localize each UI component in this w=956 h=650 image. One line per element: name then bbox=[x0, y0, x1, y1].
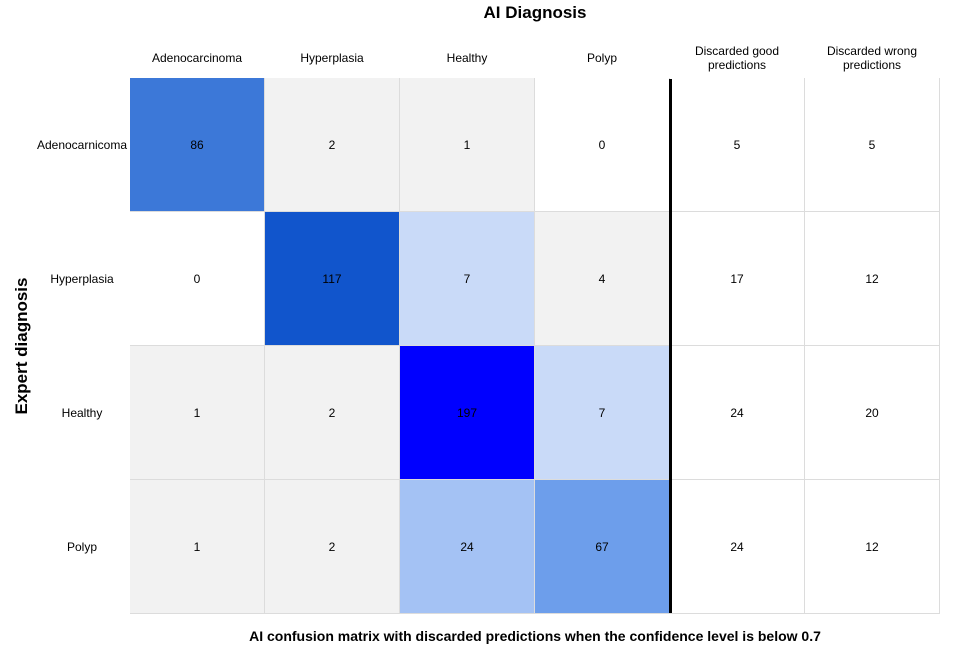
matrix-cell: 7 bbox=[535, 346, 670, 480]
matrix-cell: 1 bbox=[130, 480, 265, 614]
discarded-divider-line bbox=[669, 79, 672, 613]
row-header: Hyperplasia bbox=[50, 272, 114, 286]
matrix-cell: 5 bbox=[805, 78, 940, 212]
row-header: Polyp bbox=[66, 540, 98, 554]
matrix-cell: 2 bbox=[265, 480, 400, 614]
chart-caption: AI confusion matrix with discarded predi… bbox=[249, 628, 821, 644]
matrix-cell: 67 bbox=[535, 480, 670, 614]
matrix-cell: 0 bbox=[535, 78, 670, 212]
matrix-cell: 17 bbox=[670, 212, 805, 346]
matrix-cell: 24 bbox=[400, 480, 535, 614]
matrix-cell: 20 bbox=[805, 346, 940, 480]
matrix-cell: 7 bbox=[400, 212, 535, 346]
matrix-cell: 2 bbox=[265, 78, 400, 212]
matrix-cell: 0 bbox=[130, 212, 265, 346]
column-header: Discarded good predictions bbox=[694, 44, 780, 72]
row-header: Healthy bbox=[61, 406, 103, 420]
matrix-cell: 1 bbox=[130, 346, 265, 480]
confusion-matrix-grid: 86 2 1 0 5 5 0 117 7 4 17 12 1 2 197 7 24 20 1 2 24 67 24 12 bbox=[130, 78, 940, 614]
matrix-cell: 117 bbox=[265, 212, 400, 346]
matrix-cell: 24 bbox=[670, 480, 805, 614]
matrix-cell: 5 bbox=[670, 78, 805, 212]
column-header: Hyperplasia bbox=[300, 51, 364, 65]
matrix-cell: 1 bbox=[400, 78, 535, 212]
column-header: Adenocarcinoma bbox=[151, 51, 243, 65]
matrix-cell: 24 bbox=[670, 346, 805, 480]
matrix-cell: 2 bbox=[265, 346, 400, 480]
matrix-cell: 12 bbox=[805, 212, 940, 346]
column-header: Healthy bbox=[446, 51, 488, 65]
matrix-cell: 86 bbox=[130, 78, 265, 212]
chart-title: AI Diagnosis bbox=[483, 3, 587, 22]
matrix-cell: 197 bbox=[400, 346, 535, 480]
row-header: Adenocarnicoma bbox=[36, 138, 128, 152]
matrix-cell: 12 bbox=[805, 480, 940, 614]
y-axis-label: Expert diagnosis bbox=[12, 277, 31, 415]
column-header: Polyp bbox=[586, 51, 618, 65]
matrix-cell: 4 bbox=[535, 212, 670, 346]
column-header: Discarded wrong predictions bbox=[826, 44, 918, 72]
